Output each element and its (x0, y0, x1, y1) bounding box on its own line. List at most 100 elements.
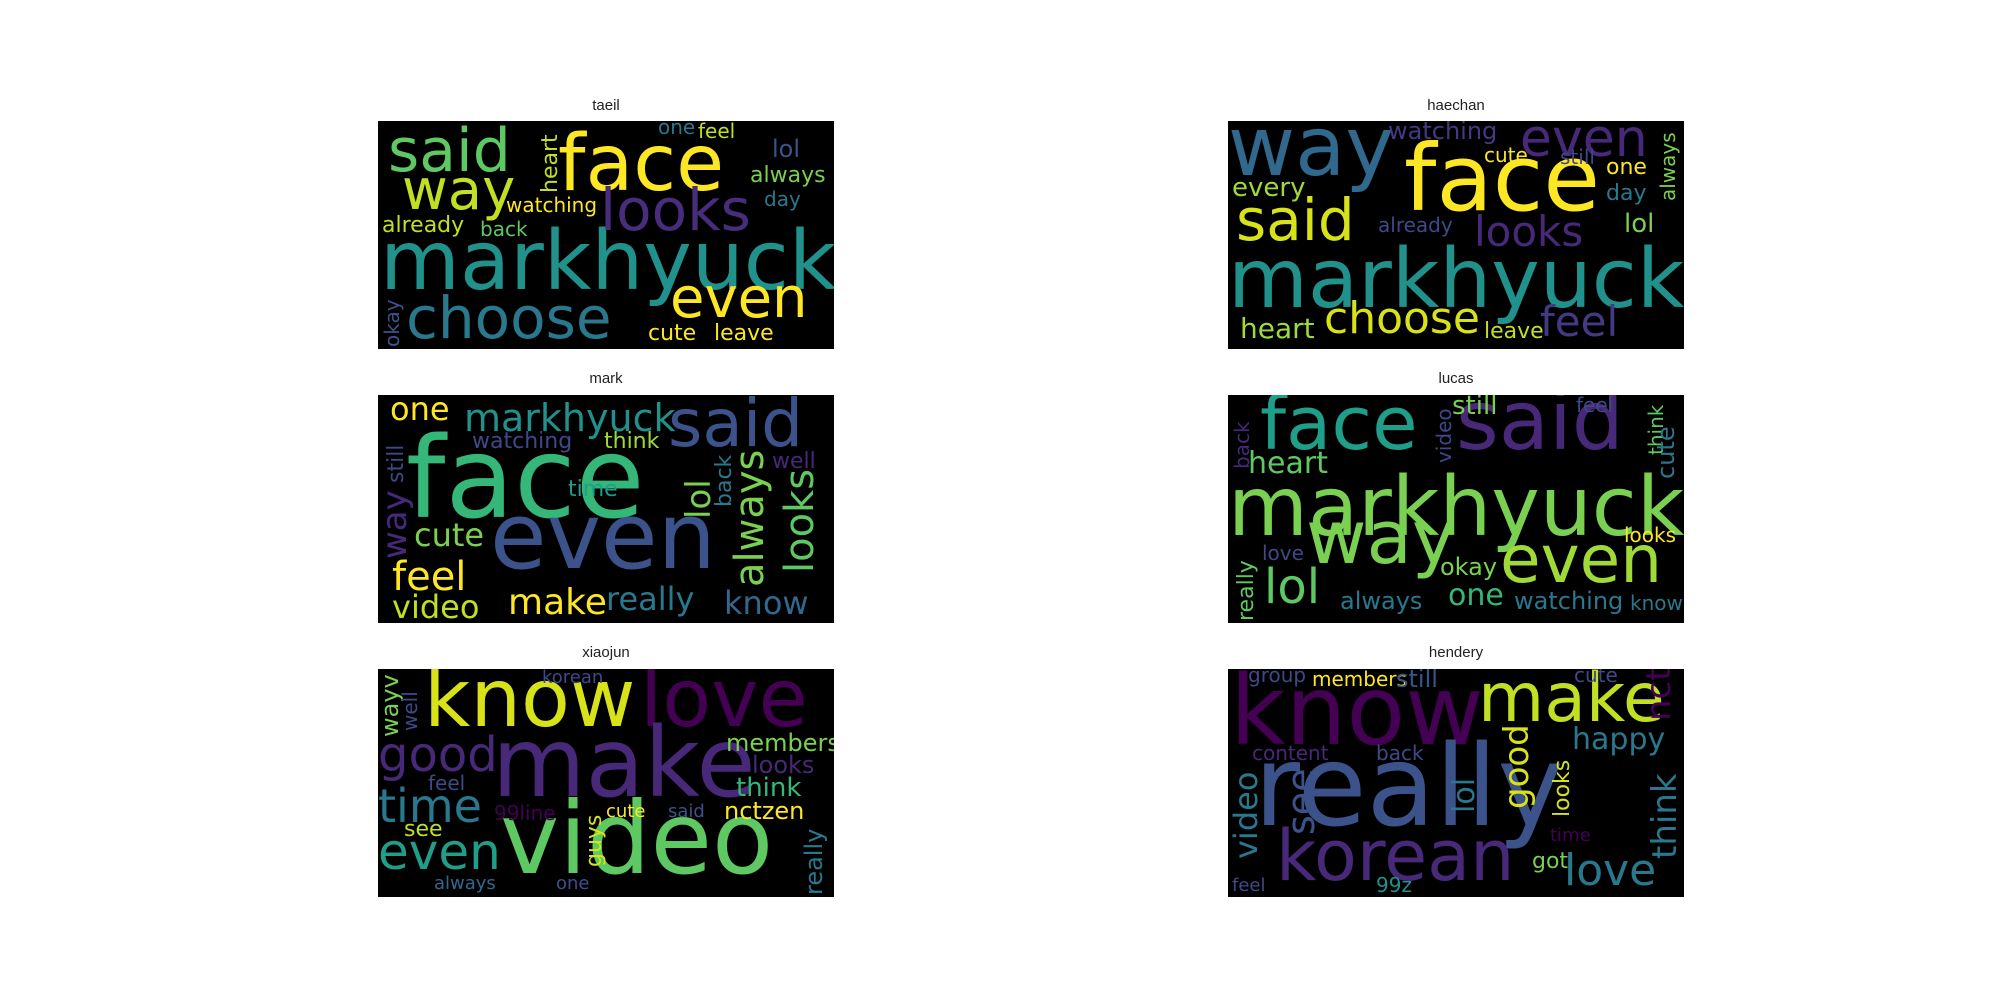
cloud-word: always (1656, 132, 1680, 201)
cloud-word: markhyuck (380, 214, 834, 309)
cloud-word: lol (1447, 777, 1482, 813)
cloud-word: face (558, 121, 725, 209)
cloud-word: leave (714, 321, 774, 346)
cloud-word: know (1630, 591, 1683, 615)
cloud-word: make (1478, 669, 1665, 738)
cloud-word: heart (538, 134, 563, 193)
cloud-word: well (398, 691, 422, 731)
cloud-word: really (800, 828, 828, 895)
cloud-word: guys (582, 814, 607, 867)
cloud-word: 99z (1376, 873, 1412, 897)
cloud-word: members (726, 729, 834, 757)
cloud-word: really (1234, 560, 1259, 621)
cloud-word: cute (1484, 143, 1528, 167)
cloud-word: video (392, 588, 480, 623)
cloud-word: markhyuck (1228, 460, 1684, 555)
cloud-word: feel (1540, 297, 1619, 346)
cloud-word: still (1452, 395, 1498, 421)
cloud-word: think (736, 773, 802, 803)
word-cloud-hendery: know really make korean group members st… (1228, 669, 1684, 897)
cloud-word: korean (542, 669, 604, 688)
word-cloud-mark: face even said markhyuck one watching th… (378, 395, 834, 623)
cloud-word: watching (506, 193, 598, 217)
cloud-word: back (1376, 741, 1424, 765)
cloud-word: said (388, 121, 511, 186)
cloud-word: said (668, 395, 804, 462)
cloud-title-mark: mark (589, 370, 623, 387)
cloud-word: know (1230, 669, 1484, 767)
cloud-word: group (1248, 669, 1307, 687)
cloud-word: still (1396, 669, 1438, 693)
cloud-word: choose (406, 284, 612, 349)
cloud-word: markhyuck (1228, 232, 1684, 327)
cloud-word: day (764, 187, 801, 211)
cloud-word: one (1606, 155, 1647, 180)
cloud-word: cute (648, 321, 697, 346)
word-cloud-taeil: markhyuck face said way looks choose eve… (378, 121, 834, 349)
cloud-word: lol (1624, 209, 1655, 239)
cloud-word: way (378, 490, 415, 559)
cloud-word: still (1560, 145, 1595, 169)
cloud-word: looks (1550, 759, 1575, 817)
cloud-word: time (378, 779, 482, 833)
cloud-word: see (1279, 768, 1323, 835)
cloud-title-xiaojun: xiaojun (582, 644, 630, 661)
cloud-word: said (668, 801, 705, 822)
cloud-word: see (404, 817, 443, 842)
cloud-word: face (1404, 125, 1600, 232)
cloud-word: day (1606, 181, 1647, 206)
cloud-word: really (606, 580, 695, 618)
cloud-word: good (378, 727, 498, 783)
cloud-word: cute (1652, 426, 1680, 479)
cloud-word: looks (600, 176, 751, 244)
cloud-word: feel (392, 554, 467, 600)
cloud-word: good (1497, 724, 1537, 809)
cloud-word: even (378, 823, 501, 881)
cloud-word: cute (606, 801, 646, 822)
cloud-word: nctzen (724, 797, 805, 825)
cloud-word: lol (679, 479, 719, 519)
cloud-word: feel (1576, 395, 1614, 417)
cloud-word: said (1236, 186, 1355, 254)
cloud-word: always (434, 873, 496, 894)
cloud-word: got (1532, 849, 1569, 874)
cloud-word: okay (380, 299, 404, 347)
cloud-word: leave (1484, 319, 1544, 344)
cloud-word: really (1254, 722, 1564, 852)
cloud-word: watching (1514, 587, 1624, 615)
cloud-title-haechan: haechan (1427, 97, 1485, 114)
cloud-word: even (670, 266, 808, 331)
cloud-word: one (658, 121, 696, 139)
cloud-word: way (402, 158, 516, 223)
cloud-word: looks (1624, 523, 1677, 547)
cloud-word: back (480, 217, 528, 241)
cloud-word: one (556, 873, 590, 894)
cloud-word: think (604, 429, 660, 454)
cloud-word: love (1262, 541, 1304, 565)
cloud-word: know (424, 669, 636, 745)
cloud-word: feel (698, 121, 736, 143)
cloud-word: already (382, 213, 465, 238)
cloud-word: members (1312, 669, 1407, 691)
cloud-word: face (406, 414, 645, 544)
cloud-word: time (1550, 825, 1591, 846)
cloud-word: way (1306, 495, 1456, 581)
cloud-word: always (750, 163, 826, 188)
word-cloud-haechan: way face even watching cute still one al… (1228, 121, 1684, 349)
cloud-word: nct (1639, 669, 1679, 721)
word-cloud-lucas: markhyuck face said way even lol heart b… (1228, 395, 1684, 623)
cloud-title-lucas: lucas (1438, 370, 1474, 387)
cloud-word: lol (1264, 559, 1321, 615)
cloud-word: happy (1572, 722, 1666, 757)
cloud-word: even (490, 483, 716, 590)
cloud-word: face (1260, 395, 1418, 467)
cloud-word: watching (472, 429, 573, 454)
cloud-word: know (724, 584, 809, 622)
cloud-word: okay (1440, 553, 1498, 581)
word-cloud-xiaojun: know love make video korean wayv well go… (378, 669, 834, 897)
cloud-word: love (640, 669, 808, 745)
cloud-word: lol (772, 135, 801, 163)
cloud-word: make (492, 707, 756, 819)
cloud-word: 99line (494, 801, 556, 825)
cloud-word: heart (1240, 312, 1315, 345)
